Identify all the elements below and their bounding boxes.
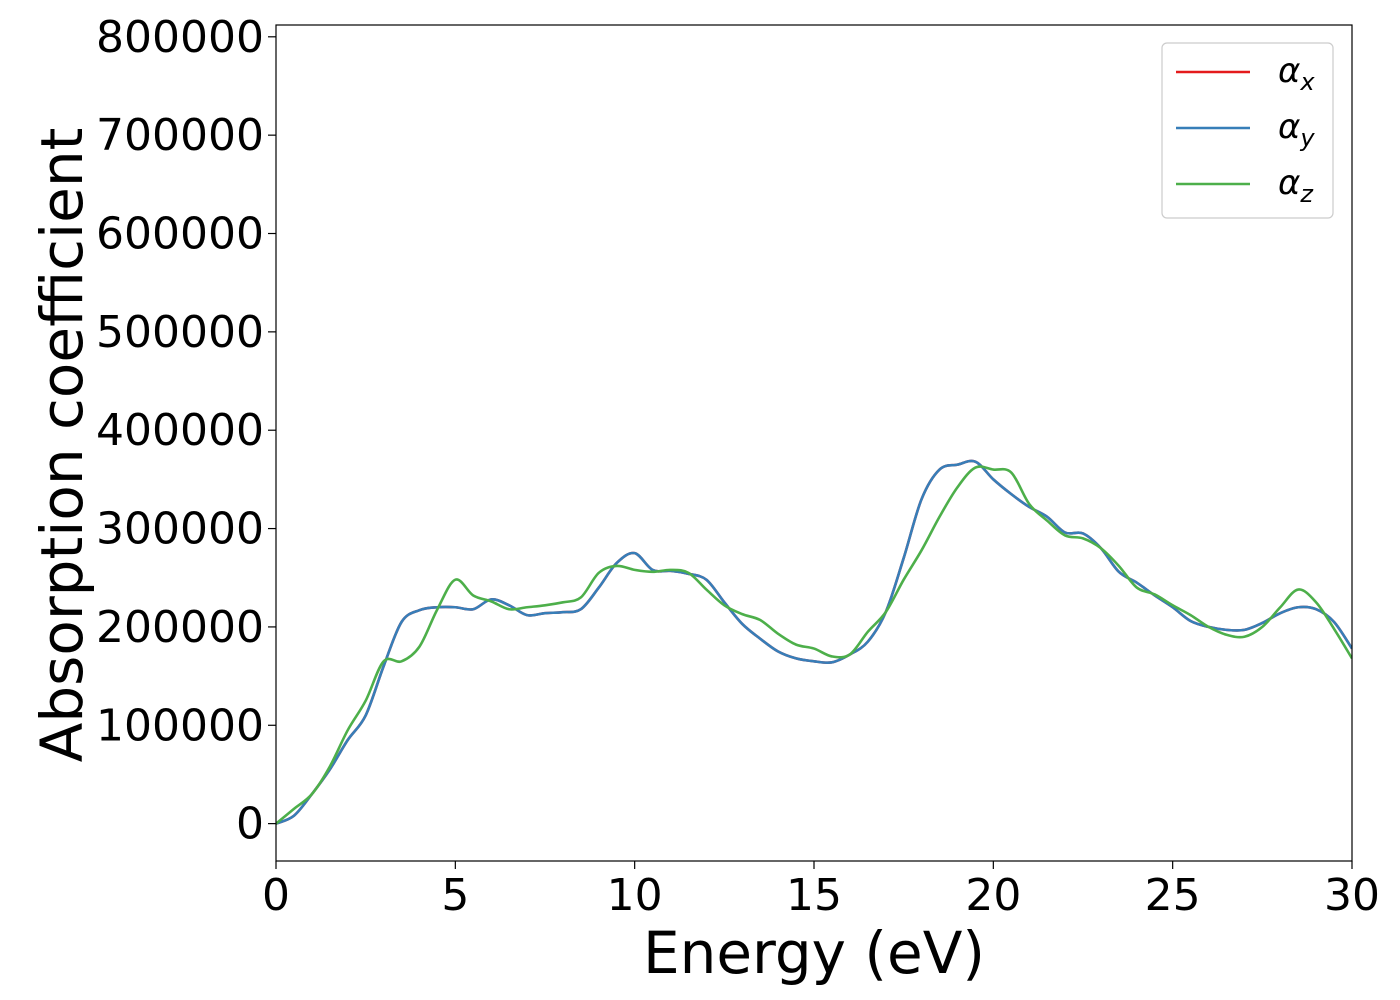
y-tick-label: 100000 (96, 700, 264, 751)
y-tick-label: 400000 (96, 405, 264, 456)
x-axis-label: Energy (eV) (643, 919, 985, 987)
x-tick-label: 0 (262, 870, 290, 921)
y-tick-label: 300000 (96, 504, 264, 555)
y-tick-label: 700000 (96, 110, 264, 161)
x-tick-label: 10 (607, 870, 663, 921)
legend-label-alpha-z: αz (1278, 163, 1314, 208)
series-line-alpha-z (276, 465, 1352, 825)
x-tick-label: 20 (965, 870, 1021, 921)
x-tick-label: 5 (441, 870, 469, 921)
y-tick-label: 500000 (96, 307, 264, 358)
y-tick-label: 800000 (96, 12, 264, 63)
x-axis-ticks: 0 5 10 15 20 25 30 (262, 861, 1380, 921)
legend-label-alpha-x: αx (1278, 51, 1315, 96)
x-tick-label: 15 (786, 870, 842, 921)
y-axis-label: Absorption coefficient (28, 128, 96, 763)
y-axis-ticks: 0 100000 200000 300000 400000 500000 600000 700… (96, 12, 276, 850)
legend-label-alpha-y: αy (1278, 107, 1315, 152)
legend-box (1161, 42, 1334, 219)
y-tick-label: 600000 (96, 209, 264, 260)
x-tick-label: 30 (1324, 870, 1380, 921)
series-line-alpha-y (276, 459, 1352, 825)
legend: αx αy αz (1161, 42, 1334, 219)
series-layer (276, 459, 1352, 825)
y-tick-label: 200000 (96, 602, 264, 653)
x-tick-label: 25 (1145, 870, 1201, 921)
y-tick-label: 0 (236, 799, 264, 850)
